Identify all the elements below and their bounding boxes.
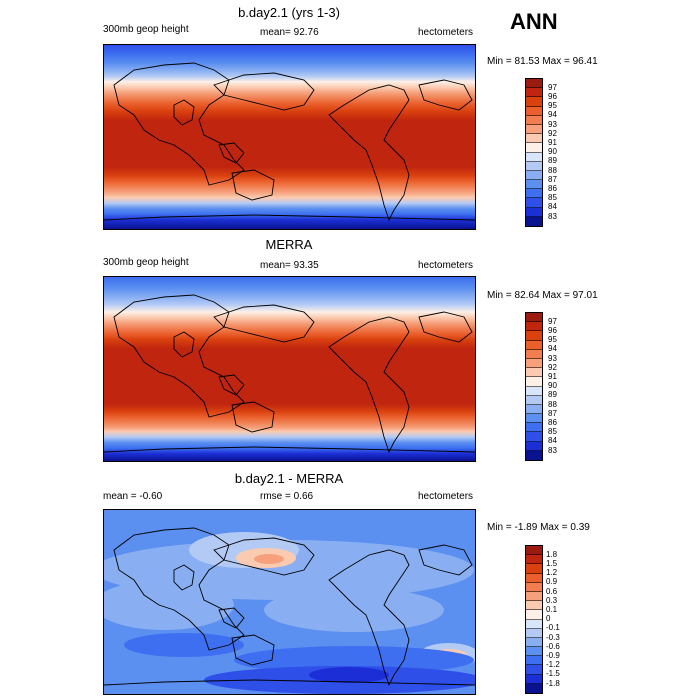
panel3-colorbar-label: 0.9 [546,577,558,586]
panel1-colorbar-label: 92 [548,129,557,138]
panel1-variable-label: 300mb geop height [103,24,189,35]
panel2-colorbar-label: 85 [548,427,557,436]
panel3-colorbar-label: -1.2 [546,660,560,669]
panel3-colorbar-label: 1.2 [546,568,558,577]
panel3-colorbar-label: 1.5 [546,559,558,568]
panel3-colorbar-label: 0.6 [546,587,558,596]
panel3-colorbar-label: -1.8 [546,679,560,688]
panel1-colorbar-label: 87 [548,175,557,184]
panel2-colorbar-label: 86 [548,418,557,427]
panel3-units-label: hectometers [418,491,474,502]
panel2-colorbar-label: 87 [548,409,557,418]
panel2-minmax-label: Min = 82.64 Max = 97.01 [487,290,598,301]
panel3-colorbar-label: -0.1 [546,623,560,632]
panel1-colorbar-label: 90 [548,147,557,156]
panel2-colorbar-label: 94 [548,344,557,353]
panel1-minmax-label: Min = 81.53 Max = 96.41 [487,56,598,67]
panel2-colorbar-label: 84 [548,436,557,445]
panel3-mean-label: mean = -0.60 [103,491,163,502]
panel3-colorbar-label: -0.3 [546,633,560,642]
panel1-colorbar [525,78,543,227]
panel1-map [103,44,476,230]
panel3-colorbar-label: 0 [546,614,551,623]
panel3-minmax-label: Min = -1.89 Max = 0.39 [487,522,590,533]
panel3-colorbar-label: -0.9 [546,651,560,660]
panel2-colorbar-label: 95 [548,335,557,344]
panel1-colorbar-label: 86 [548,184,557,193]
panel3-colorbar [525,545,543,694]
panel3-colorbar-label: -1.5 [546,669,560,678]
panel1-units-label: hectometers [418,27,474,38]
panel2-mean-label: mean= 93.35 [260,260,319,271]
panel3-colorbar-label: -0.6 [546,642,560,651]
panel3-colorbar-label: 1.8 [546,550,558,559]
panel3-difference-field [104,527,475,694]
panel1-colorbar-label: 83 [548,212,557,221]
panel1-colorbar-label: 84 [548,202,557,211]
panel1-coastlines [104,62,475,222]
panel3-rmse-label: rmse = 0.66 [260,491,314,502]
panel2-colorbar-label: 89 [548,390,557,399]
panel1-colorbar-label: 88 [548,166,557,175]
panel1-colorbar-label: 97 [548,83,557,92]
panel1-colorbar-label: 89 [548,156,557,165]
panel2-variable-label: 300mb geop height [103,257,189,268]
panel1-mean-label: mean= 92.76 [260,27,319,38]
panel2-colorbar-label: 90 [548,381,557,390]
panel2-colorbar-label: 96 [548,326,557,335]
panel2-units-label: hectometers [418,260,474,271]
panel2-colorbar [525,312,543,461]
panel3-title: b.day2.1 - MERRA [234,471,344,486]
panel2-coastlines [104,294,475,454]
panel2-colorbar-label: 91 [548,372,557,381]
panel2-colorbar-label: 88 [548,400,557,409]
panel1-colorbar-label: 93 [548,120,557,129]
panel1-colorbar-label: 96 [548,92,557,101]
panel1-colorbar-label: 95 [548,101,557,110]
panel1-title: b.day2.1 (yrs 1-3) [238,5,340,20]
panel3-map [103,509,476,695]
panel1-colorbar-label: 94 [548,110,557,119]
panel2-colorbar-label: 83 [548,446,557,455]
panel2-colorbar-label: 97 [548,317,557,326]
season-label: ANN [510,9,558,34]
panel2-title: MERRA [265,237,313,252]
panel2-colorbar-label: 93 [548,354,557,363]
panel2-colorbar-label: 92 [548,363,557,372]
panel1-colorbar-label: 85 [548,193,557,202]
panel2-map [103,276,476,462]
panel3-colorbar-label: 0.1 [546,605,558,614]
panel3-colorbar-label: 0.3 [546,596,558,605]
panel1-colorbar-label: 91 [548,138,557,147]
